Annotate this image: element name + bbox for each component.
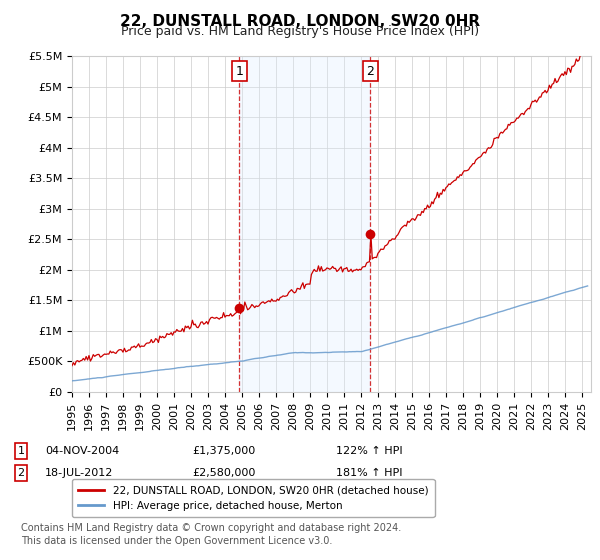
Text: 1: 1 bbox=[236, 64, 244, 78]
Text: 1: 1 bbox=[17, 446, 25, 456]
Text: 22, DUNSTALL ROAD, LONDON, SW20 0HR: 22, DUNSTALL ROAD, LONDON, SW20 0HR bbox=[120, 14, 480, 29]
Text: 2: 2 bbox=[367, 64, 374, 78]
Text: 18-JUL-2012: 18-JUL-2012 bbox=[45, 468, 113, 478]
Text: £2,580,000: £2,580,000 bbox=[192, 468, 256, 478]
Text: £1,375,000: £1,375,000 bbox=[192, 446, 255, 456]
Legend: 22, DUNSTALL ROAD, LONDON, SW20 0HR (detached house), HPI: Average price, detach: 22, DUNSTALL ROAD, LONDON, SW20 0HR (det… bbox=[72, 479, 434, 517]
Text: 122% ↑ HPI: 122% ↑ HPI bbox=[336, 446, 403, 456]
Text: 181% ↑ HPI: 181% ↑ HPI bbox=[336, 468, 403, 478]
Text: 04-NOV-2004: 04-NOV-2004 bbox=[45, 446, 119, 456]
Bar bbox=[239, 56, 370, 392]
Text: Contains HM Land Registry data © Crown copyright and database right 2024.
This d: Contains HM Land Registry data © Crown c… bbox=[21, 523, 401, 546]
Text: 2: 2 bbox=[17, 468, 25, 478]
Text: Price paid vs. HM Land Registry's House Price Index (HPI): Price paid vs. HM Land Registry's House … bbox=[121, 25, 479, 38]
